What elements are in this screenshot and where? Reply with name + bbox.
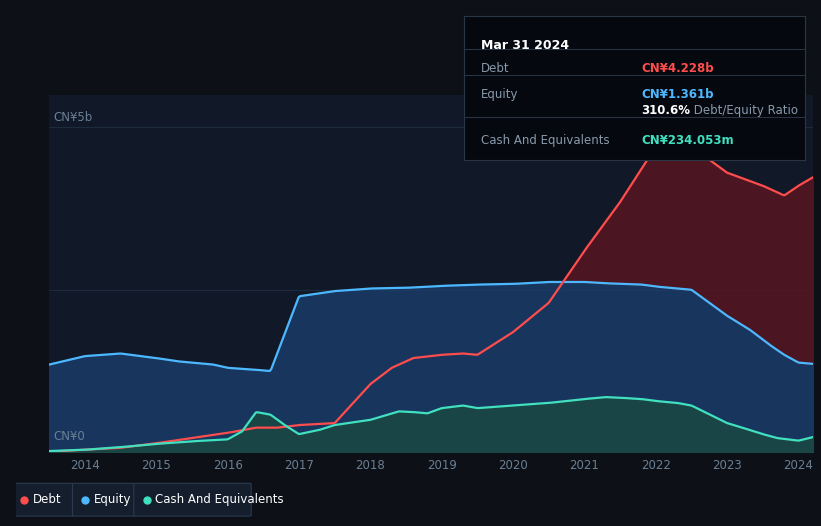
FancyBboxPatch shape [134,483,251,516]
Text: CN¥5b: CN¥5b [53,111,92,124]
Text: Mar 31 2024: Mar 31 2024 [481,39,569,52]
FancyBboxPatch shape [72,483,136,516]
Text: Equity: Equity [481,88,518,101]
Text: CN¥4.228b: CN¥4.228b [641,62,713,75]
Text: Cash And Equivalents: Cash And Equivalents [481,135,609,147]
FancyBboxPatch shape [11,483,76,516]
Text: Cash And Equivalents: Cash And Equivalents [155,493,284,506]
Text: Debt: Debt [481,62,510,75]
Text: CN¥1.361b: CN¥1.361b [641,88,713,101]
Text: Debt/Equity Ratio: Debt/Equity Ratio [690,104,799,117]
Text: CN¥234.053m: CN¥234.053m [641,135,734,147]
Text: Debt: Debt [33,493,61,506]
Text: CN¥0: CN¥0 [53,430,85,443]
Text: 310.6%: 310.6% [641,104,690,117]
Text: Equity: Equity [94,493,131,506]
